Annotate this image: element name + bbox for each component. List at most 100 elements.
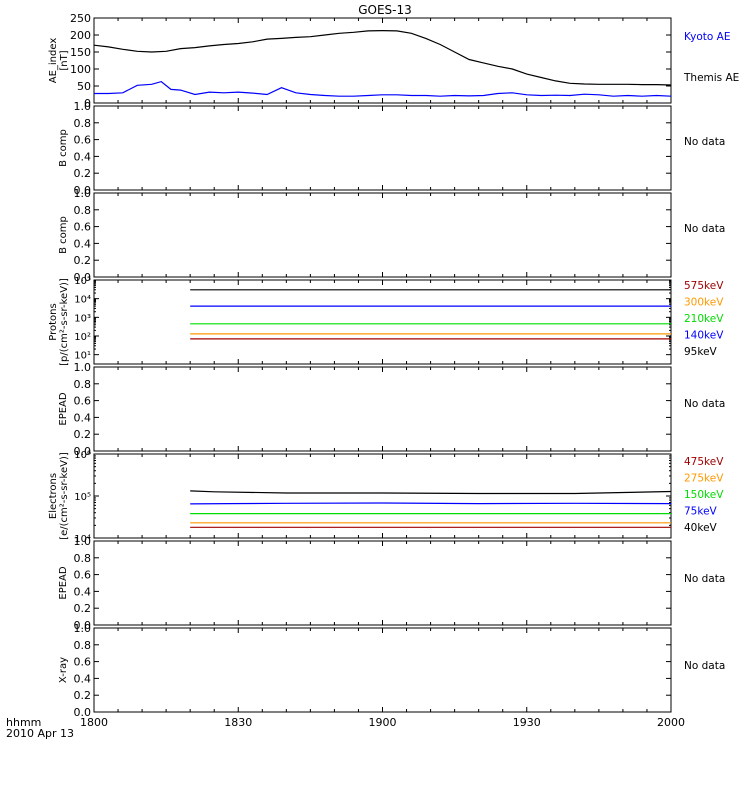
y-tick-label: 10⁴ bbox=[74, 295, 91, 306]
panel-frame bbox=[93, 627, 672, 713]
y-tick-label: 0.4 bbox=[74, 237, 92, 250]
legend-label: 210keV bbox=[684, 313, 724, 325]
y-tick-label: 150 bbox=[70, 46, 91, 59]
y-tick-label: 0.2 bbox=[74, 602, 92, 615]
panel-frame bbox=[93, 279, 672, 365]
series-line bbox=[93, 29, 672, 86]
y-axis-label: Protons bbox=[48, 303, 59, 340]
y-tick-label: 0.2 bbox=[74, 689, 92, 702]
y-axis-label: B comp bbox=[58, 129, 69, 167]
legend-label: 150keV bbox=[684, 489, 724, 501]
y-tick-label: 0.8 bbox=[74, 639, 92, 652]
y-tick-label: 0.2 bbox=[74, 428, 92, 441]
y-tick-label: 0.8 bbox=[74, 552, 92, 565]
no-data-label: No data bbox=[684, 223, 725, 235]
y-tick-label: 1.0 bbox=[74, 535, 92, 548]
y-axis-label: EPEAD bbox=[58, 392, 69, 426]
legend-label: 300keV bbox=[684, 297, 724, 309]
panel-frame bbox=[93, 105, 672, 191]
y-tick-label: 0.6 bbox=[74, 395, 92, 408]
y-tick-label: 0.2 bbox=[74, 254, 92, 267]
y-tick-label: 0.0 bbox=[74, 619, 92, 632]
time-axis: 1800 1830 1900 1930 2000 bbox=[80, 716, 685, 729]
panel-5: 0.0 0.2 0.4 0.6 0.8 1.0 EPEAD No data bbox=[58, 361, 725, 458]
panel-3: 0.0 0.2 0.4 0.6 0.8 1.0 B comp No data bbox=[58, 187, 725, 284]
y-tick-label: 0.8 bbox=[74, 117, 92, 130]
y-tick-label: 0.6 bbox=[74, 656, 92, 669]
y-tick-label: 0.6 bbox=[74, 221, 92, 234]
panel-2: 0.0 0.2 0.4 0.6 0.8 1.0 B comp No data bbox=[58, 100, 725, 197]
no-data-label: No data bbox=[684, 398, 725, 410]
no-data-label: No data bbox=[684, 136, 725, 148]
y-axis-label: Electrons bbox=[48, 473, 59, 519]
y-tick-label: 10² bbox=[74, 332, 91, 343]
y-axis-label: [p/(cm²-s-sr-keV)] bbox=[59, 278, 70, 366]
x-tick-label: 1830 bbox=[224, 716, 252, 729]
x-tick-label: 1930 bbox=[513, 716, 541, 729]
y-tick-label: 0.6 bbox=[74, 569, 92, 582]
y-tick-label: 10³ bbox=[74, 313, 91, 324]
y-tick-label: 50 bbox=[77, 80, 91, 93]
y-axis-label: [e/(cm²-s-sr-keV)] bbox=[59, 452, 70, 540]
panel-7: 0.0 0.2 0.4 0.6 0.8 1.0 EPEAD No data bbox=[58, 535, 725, 632]
legend-label: Kyoto AE bbox=[684, 31, 730, 43]
y-tick-label: 200 bbox=[70, 29, 91, 42]
y-tick-label: 1.0 bbox=[74, 361, 92, 374]
y-tick-label: 0.4 bbox=[74, 672, 92, 685]
y-tick-label: 0.0 bbox=[74, 271, 92, 284]
legend-label: 140keV bbox=[684, 330, 724, 342]
x-tick-label: 1900 bbox=[369, 716, 397, 729]
y-tick-label: 10⁵ bbox=[74, 276, 91, 287]
series-line bbox=[94, 80, 672, 97]
y-axis-label: B comp bbox=[58, 216, 69, 254]
y-tick-label: 1.0 bbox=[74, 100, 92, 113]
y-axis-label: X-ray bbox=[58, 657, 69, 683]
legend-label: 275keV bbox=[684, 473, 724, 485]
plot-title: GOES-13 bbox=[358, 3, 412, 17]
legend-label: Themis AE bbox=[683, 72, 739, 84]
y-tick-label: 0.6 bbox=[74, 134, 92, 147]
y-tick-label: 10⁶ bbox=[74, 450, 91, 461]
y-tick-label: 0.4 bbox=[74, 150, 92, 163]
y-axis-label: [nT] bbox=[59, 50, 70, 70]
y-axis-label: EPEAD bbox=[58, 566, 69, 600]
panel-frame bbox=[93, 453, 672, 539]
footer-time-label: hhmm bbox=[6, 716, 41, 729]
panel-1: 0 50 100 150 200 250 AE_index [nT] Kyoto AE Themi… bbox=[48, 12, 739, 110]
panel-4: 10¹ 10² 10³ 10⁴ 10⁵ Protons [p/(cm²-s-sr-keV)]… bbox=[48, 276, 724, 366]
y-tick-label: 0.4 bbox=[74, 411, 92, 424]
footer-date-label: 2010 Apr 13 bbox=[6, 727, 74, 740]
y-tick-label: 10¹ bbox=[74, 351, 91, 362]
y-tick-label: 10⁴ bbox=[74, 534, 91, 545]
series-line bbox=[190, 502, 672, 505]
y-tick-label: 0.2 bbox=[74, 167, 92, 180]
y-tick-label: 100 bbox=[70, 63, 91, 76]
legend-label: 40keV bbox=[684, 522, 718, 534]
panel-frame bbox=[93, 540, 672, 626]
panel-frame bbox=[93, 366, 672, 452]
panel-8: 0.0 0.2 0.4 0.6 0.8 1.0 X-ray No data bbox=[58, 622, 725, 719]
x-tick-label: 1800 bbox=[80, 716, 108, 729]
panel-6: 10⁴ 10⁵ 10⁶ Electrons [e/(cm²-s-sr-keV)] 475k… bbox=[48, 450, 724, 545]
legend-label: 575keV bbox=[684, 280, 724, 292]
no-data-label: No data bbox=[684, 660, 725, 672]
y-axis-label: AE_index bbox=[48, 38, 59, 84]
panels: 0 50 100 150 200 250 AE_index [nT] Kyoto AE Themi… bbox=[48, 12, 739, 719]
legend-label: 75keV bbox=[684, 506, 718, 518]
y-tick-label: 10⁵ bbox=[74, 492, 91, 503]
y-tick-label: 1.0 bbox=[74, 622, 92, 635]
y-tick-label: 0.8 bbox=[74, 204, 92, 217]
y-tick-label: 0.0 bbox=[74, 184, 92, 197]
y-tick-label: 250 bbox=[70, 12, 91, 25]
x-tick-label: 2000 bbox=[657, 716, 685, 729]
panel-frame bbox=[93, 192, 672, 278]
legend-label: 95keV bbox=[684, 346, 718, 358]
legend-label: 475keV bbox=[684, 456, 724, 468]
y-tick-label: 0.0 bbox=[74, 706, 92, 719]
y-tick-label: 0.4 bbox=[74, 585, 92, 598]
y-tick-label: 0 bbox=[84, 97, 91, 110]
y-tick-label: 0.8 bbox=[74, 378, 92, 391]
y-tick-label: 1.0 bbox=[74, 187, 92, 200]
series-line bbox=[190, 490, 672, 495]
